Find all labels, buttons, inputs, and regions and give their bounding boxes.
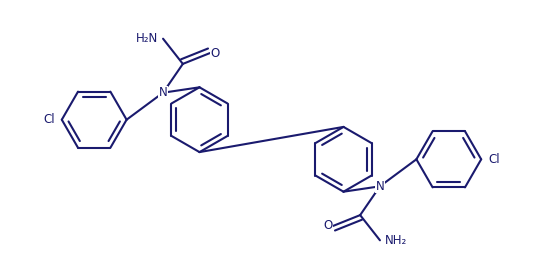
Text: Cl: Cl: [488, 153, 500, 166]
Text: N: N: [376, 180, 384, 193]
Text: N: N: [159, 86, 167, 99]
Text: O: O: [211, 47, 220, 60]
Text: NH₂: NH₂: [386, 234, 408, 247]
Text: H₂N: H₂N: [135, 32, 157, 45]
Text: O: O: [323, 219, 332, 232]
Text: Cl: Cl: [43, 113, 55, 126]
